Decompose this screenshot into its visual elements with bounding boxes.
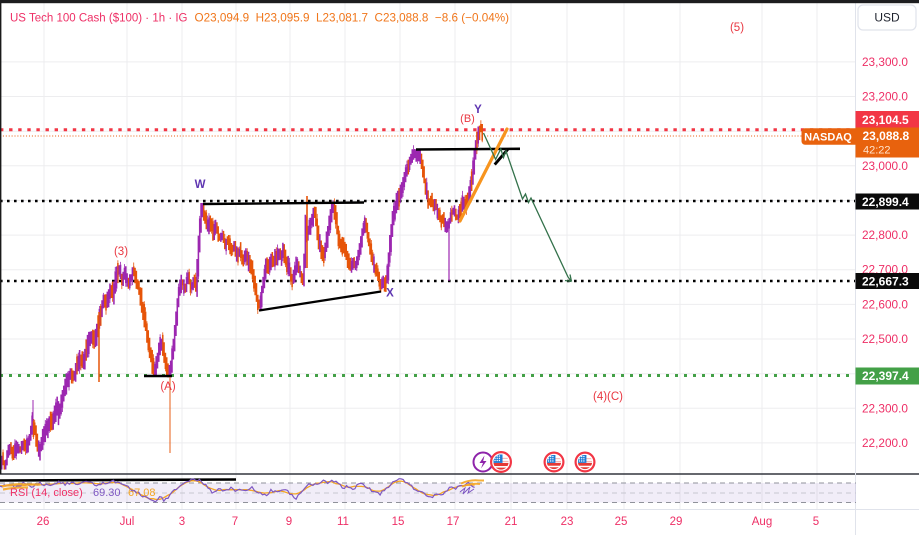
svg-text:USD: USD xyxy=(874,11,900,25)
svg-text:23,200.0: 23,200.0 xyxy=(862,90,908,104)
svg-text:69.30: 69.30 xyxy=(93,487,121,499)
svg-text:(3): (3) xyxy=(114,246,128,258)
svg-text:22,899.4: 22,899.4 xyxy=(862,195,909,209)
svg-text:21: 21 xyxy=(505,516,518,528)
svg-text:3: 3 xyxy=(179,516,185,528)
svg-text:23,300.0: 23,300.0 xyxy=(862,55,908,69)
svg-text:22,800.0: 22,800.0 xyxy=(862,228,908,242)
svg-text:11: 11 xyxy=(337,516,349,528)
svg-text:(4)(C): (4)(C) xyxy=(593,391,623,403)
svg-text:Y: Y xyxy=(474,104,482,116)
svg-text:22,300.0: 22,300.0 xyxy=(862,401,908,415)
svg-text:23,088.8: 23,088.8 xyxy=(863,129,910,143)
svg-text:Jul: Jul xyxy=(120,516,135,528)
svg-text:25: 25 xyxy=(615,516,628,528)
svg-text:15: 15 xyxy=(392,516,405,528)
svg-text:42:22: 42:22 xyxy=(863,145,891,157)
svg-text:23,104.5: 23,104.5 xyxy=(862,113,909,127)
svg-text:23: 23 xyxy=(561,516,574,528)
svg-text:7: 7 xyxy=(232,516,238,528)
svg-text:22,397.4: 22,397.4 xyxy=(862,369,909,383)
svg-text:RSI (14, close): RSI (14, close) xyxy=(10,487,83,499)
svg-text:22,500.0: 22,500.0 xyxy=(862,332,908,346)
svg-text:5: 5 xyxy=(813,516,819,528)
svg-text:17: 17 xyxy=(447,516,460,528)
svg-text:22,600.0: 22,600.0 xyxy=(862,297,908,311)
svg-text:22,200.0: 22,200.0 xyxy=(862,436,908,450)
svg-text:(B): (B) xyxy=(460,113,475,125)
svg-text:9: 9 xyxy=(286,516,292,528)
svg-text:(A): (A) xyxy=(160,381,176,393)
svg-text:O23,094.9 H23,095.9 L23,081.: O23,094.9 H23,095.9 L23,081.7 C23,088.8 … xyxy=(195,12,510,25)
svg-text:US Tech 100 Cash ($100) · 1h ·: US Tech 100 Cash ($100) · 1h · IG xyxy=(10,13,188,25)
svg-text:22,667.3: 22,667.3 xyxy=(862,274,909,288)
svg-text:67.08: 67.08 xyxy=(128,487,156,499)
svg-text:26: 26 xyxy=(37,516,50,528)
svg-text:W: W xyxy=(195,179,206,191)
svg-text:29: 29 xyxy=(670,516,683,528)
svg-text:NASDAQ: NASDAQ xyxy=(804,132,852,144)
svg-text:Aug: Aug xyxy=(752,516,772,528)
svg-text:(5): (5) xyxy=(730,22,744,34)
svg-text:X: X xyxy=(386,288,394,300)
svg-text:23,000.0: 23,000.0 xyxy=(862,159,908,173)
